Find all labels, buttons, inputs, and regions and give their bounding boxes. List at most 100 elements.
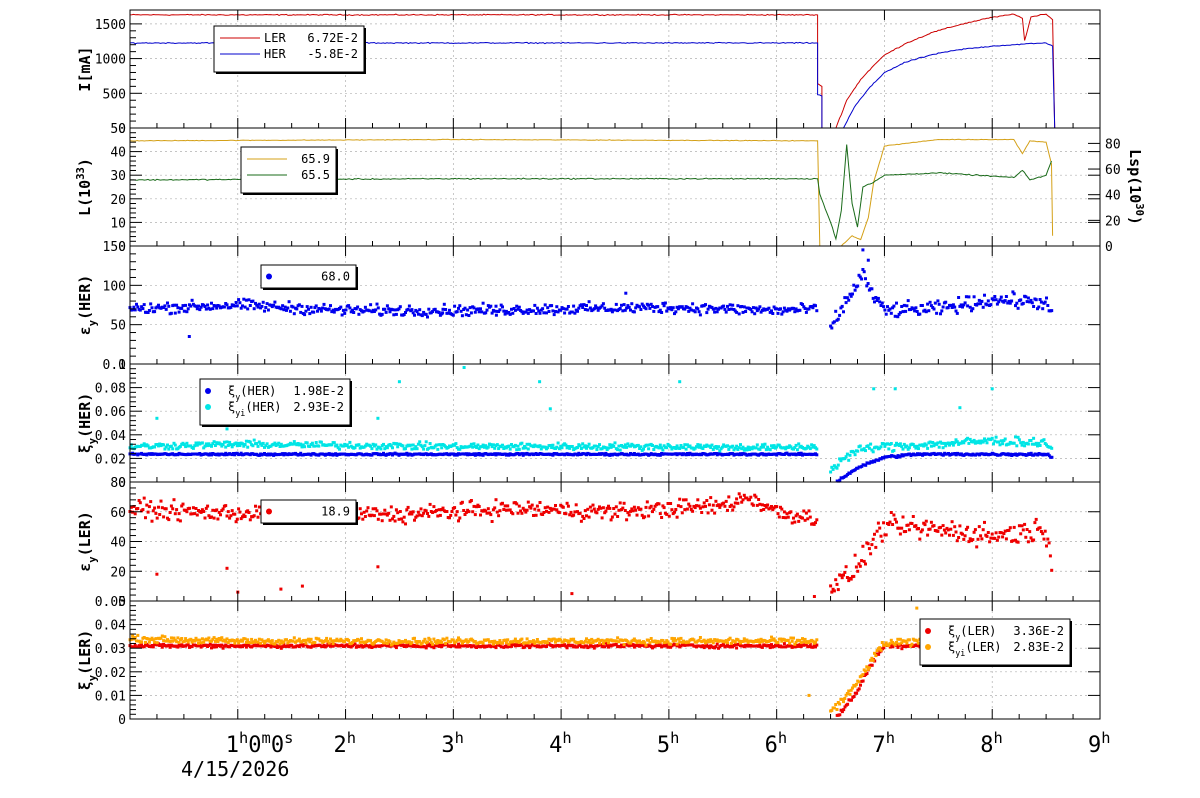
y2-tick-label: 20 [1105,214,1121,229]
data-point [591,641,595,644]
data-point [880,301,884,305]
data-point [503,312,507,316]
data-point [564,644,568,648]
data-point [815,643,819,647]
data-point [893,443,897,447]
data-point [437,508,441,512]
data-point [886,305,889,309]
data-point [596,507,600,511]
data-point [229,514,233,518]
data-point [255,303,259,307]
data-point [413,447,416,451]
data-point [766,503,770,507]
legend-entry-value: 18.9 [321,505,350,519]
data-point [842,573,845,577]
data-point [248,641,252,645]
data-point [488,511,491,515]
y-axis-label: L(1033) [75,158,94,216]
data-point [325,644,329,648]
x-tick-label: 3h [441,729,464,758]
data-point [387,511,391,515]
data-point [853,453,857,457]
data-point [843,457,847,461]
data-point [383,447,387,451]
data-point [931,441,935,444]
outlier-point [279,587,283,591]
data-point [526,500,530,504]
data-point [874,545,878,549]
data-point [590,637,594,641]
data-point [526,644,530,648]
data-point [578,444,582,448]
data-point [287,300,291,304]
data-point [687,502,691,506]
data-point [962,441,966,445]
data-point [449,640,453,644]
data-point [971,538,975,542]
data-point [393,519,397,523]
data-point [604,641,608,645]
data-point [211,508,215,512]
data-point [242,297,246,301]
data-point [297,637,301,641]
data-point [569,510,573,514]
data-point [550,304,554,308]
legend-entry-value: 65.9 [301,152,330,166]
data-point [623,443,627,447]
legend-dot-marker [925,644,931,650]
data-point [617,444,621,448]
data-point [538,501,542,504]
data-point [675,642,679,646]
data-point [177,310,181,314]
data-point [811,306,815,310]
data-point [815,638,819,642]
data-point [888,520,892,524]
data-point [888,307,892,311]
data-point [517,641,521,644]
data-point [453,443,457,447]
data-point [651,510,654,514]
data-point [687,309,691,313]
data-point [660,311,664,314]
data-point [844,693,848,697]
y-tick-label: 0 [118,713,126,728]
data-point [491,642,495,646]
data-point [167,304,171,308]
data-point [191,506,195,510]
data-point [867,547,871,551]
data-point [1025,528,1029,531]
data-point [603,645,607,649]
data-point [929,520,933,524]
data-point [521,446,525,450]
y-axis-label: εy(HER) [76,275,99,336]
data-point [551,453,555,457]
data-point [210,444,213,448]
data-point [803,307,807,310]
data-point [999,439,1003,443]
data-point [413,518,416,522]
data-point [915,310,919,313]
data-point [946,306,950,310]
data-point [944,300,948,304]
data-point [498,509,502,513]
data-point [432,646,436,650]
data-point [843,296,847,300]
data-point [618,307,622,310]
data-point [464,511,468,514]
data-point [1034,517,1038,521]
data-point [423,637,427,641]
data-point [858,564,862,568]
data-point [861,673,865,677]
data-point [786,638,790,642]
data-point [537,309,541,313]
data-point [189,637,193,641]
data-point [988,540,992,544]
y-tick-label: 30 [110,169,126,184]
data-point [941,524,945,528]
data-point [376,517,380,521]
data-point [596,637,600,641]
data-point [171,507,175,511]
data-point [731,508,735,512]
data-point [436,447,440,451]
